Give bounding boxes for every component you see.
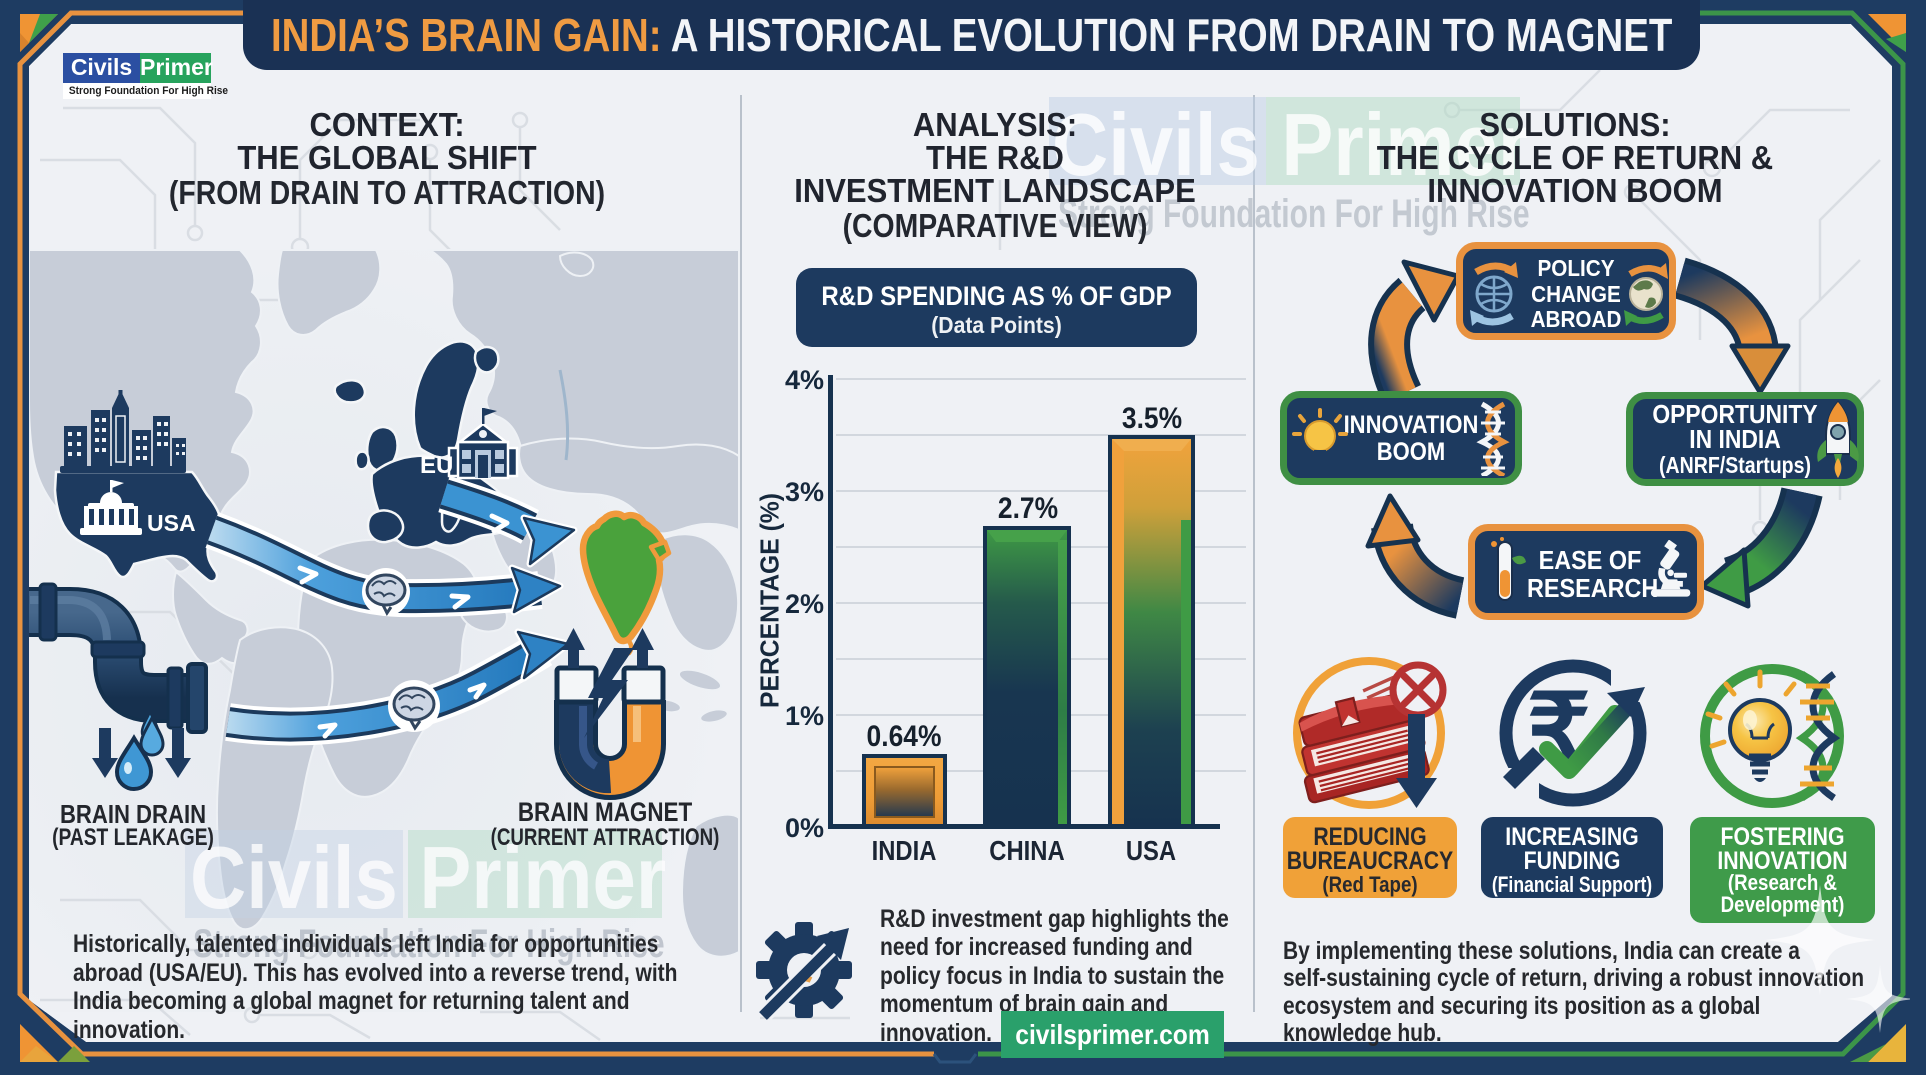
svg-text:EU: EU <box>420 452 453 479</box>
svg-text:0%: 0% <box>785 813 824 843</box>
svg-text:4%: 4% <box>785 365 824 395</box>
svg-text:2%: 2% <box>785 589 824 619</box>
svg-text:USA: USA <box>147 510 196 536</box>
svg-text:1%: 1% <box>785 701 824 731</box>
svg-text:3%: 3% <box>785 477 824 507</box>
